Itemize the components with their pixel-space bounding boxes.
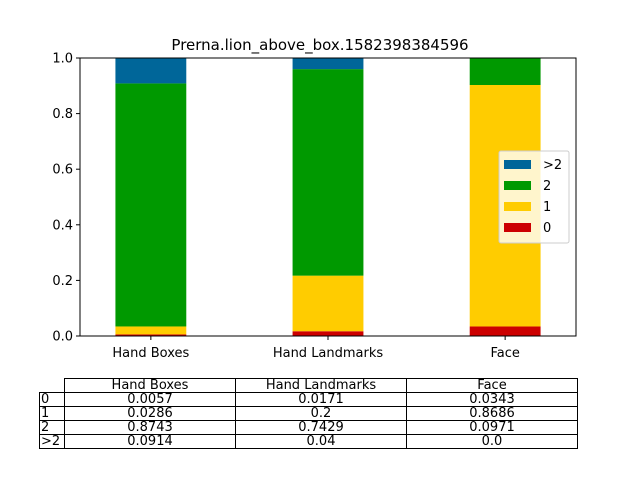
bar-segment	[292, 331, 364, 336]
table-cell: 0.04	[235, 434, 407, 449]
y-tick-label: 1.0	[52, 52, 73, 67]
table-corner	[40, 379, 65, 393]
y-tick-label: 0.8	[52, 107, 73, 122]
legend-frame	[498, 150, 570, 244]
table-cell: 0.0171	[235, 392, 407, 407]
y-tick-label: 0.2	[52, 274, 73, 289]
table-row-label: 1	[39, 406, 65, 421]
y-tick-label: 0.0	[52, 330, 73, 345]
bar-segment	[469, 326, 541, 336]
x-tick-label: Hand Boxes	[112, 346, 189, 361]
bar-segment	[115, 58, 187, 84]
bar-segment	[115, 83, 187, 327]
table-column-header: Hand Landmarks	[235, 378, 407, 393]
table-cell: 0.7429	[235, 420, 407, 435]
table-row: 2 0.8743 0.7429 0.0971	[39, 420, 578, 435]
legend-label: 2	[543, 179, 551, 194]
table-row: 0 0.0057 0.0171 0.0343	[39, 392, 578, 407]
table-row-label: 2	[39, 420, 65, 435]
table-cell: 0.0057	[64, 392, 236, 407]
bar-segment	[469, 58, 541, 85]
legend-label: 0	[543, 221, 551, 236]
legend-label: 1	[543, 200, 551, 215]
chart-title: Prerna.lion_above_box.1582398384596	[171, 36, 468, 55]
table-column-header: Face	[406, 378, 578, 393]
legend-swatch	[504, 160, 531, 169]
data-table: Hand Boxes Hand Landmarks Face 0 0.0057 …	[39, 378, 578, 449]
table-cell: 0.0343	[406, 392, 578, 407]
table-row-label: 0	[39, 392, 65, 407]
table-row: >2 0.0914 0.04 0.0	[39, 434, 578, 449]
bar-segment	[292, 69, 364, 276]
table-column-header: Hand Boxes	[64, 378, 236, 393]
legend-swatch	[504, 181, 531, 190]
x-tick-label: Hand Landmarks	[273, 346, 384, 361]
bar-segment	[292, 275, 364, 332]
bar-segment	[115, 334, 187, 336]
table-cell: 0.2	[235, 406, 407, 421]
legend-label: >2	[543, 158, 562, 173]
table-cell: 0.0914	[64, 434, 236, 449]
y-tick-label: 0.4	[52, 218, 73, 233]
bar-segment	[292, 58, 364, 70]
table-cell: 0.0971	[406, 420, 578, 435]
y-axis: 0.0 0.2 0.4 0.6 0.8 1.0	[52, 52, 80, 345]
table-cell: 0.8686	[406, 406, 578, 421]
table-cell: 0.0	[406, 434, 578, 449]
bar-segment	[115, 326, 187, 335]
table-header-row: Hand Boxes Hand Landmarks Face	[40, 378, 578, 393]
x-tick-label: Face	[490, 346, 519, 361]
table-row-label: >2	[39, 434, 65, 449]
table-cell: 0.8743	[64, 420, 236, 435]
table-row: 1 0.0286 0.2 0.8686	[39, 406, 578, 421]
legend: >2 2 1 0	[498, 150, 570, 244]
table-cell: 0.0286	[64, 406, 236, 421]
bars-group	[115, 58, 541, 336]
legend-swatch	[504, 223, 531, 232]
legend-swatch	[504, 202, 531, 211]
y-tick-label: 0.6	[52, 163, 73, 178]
x-axis: Hand Boxes Hand Landmarks Face	[112, 336, 520, 361]
